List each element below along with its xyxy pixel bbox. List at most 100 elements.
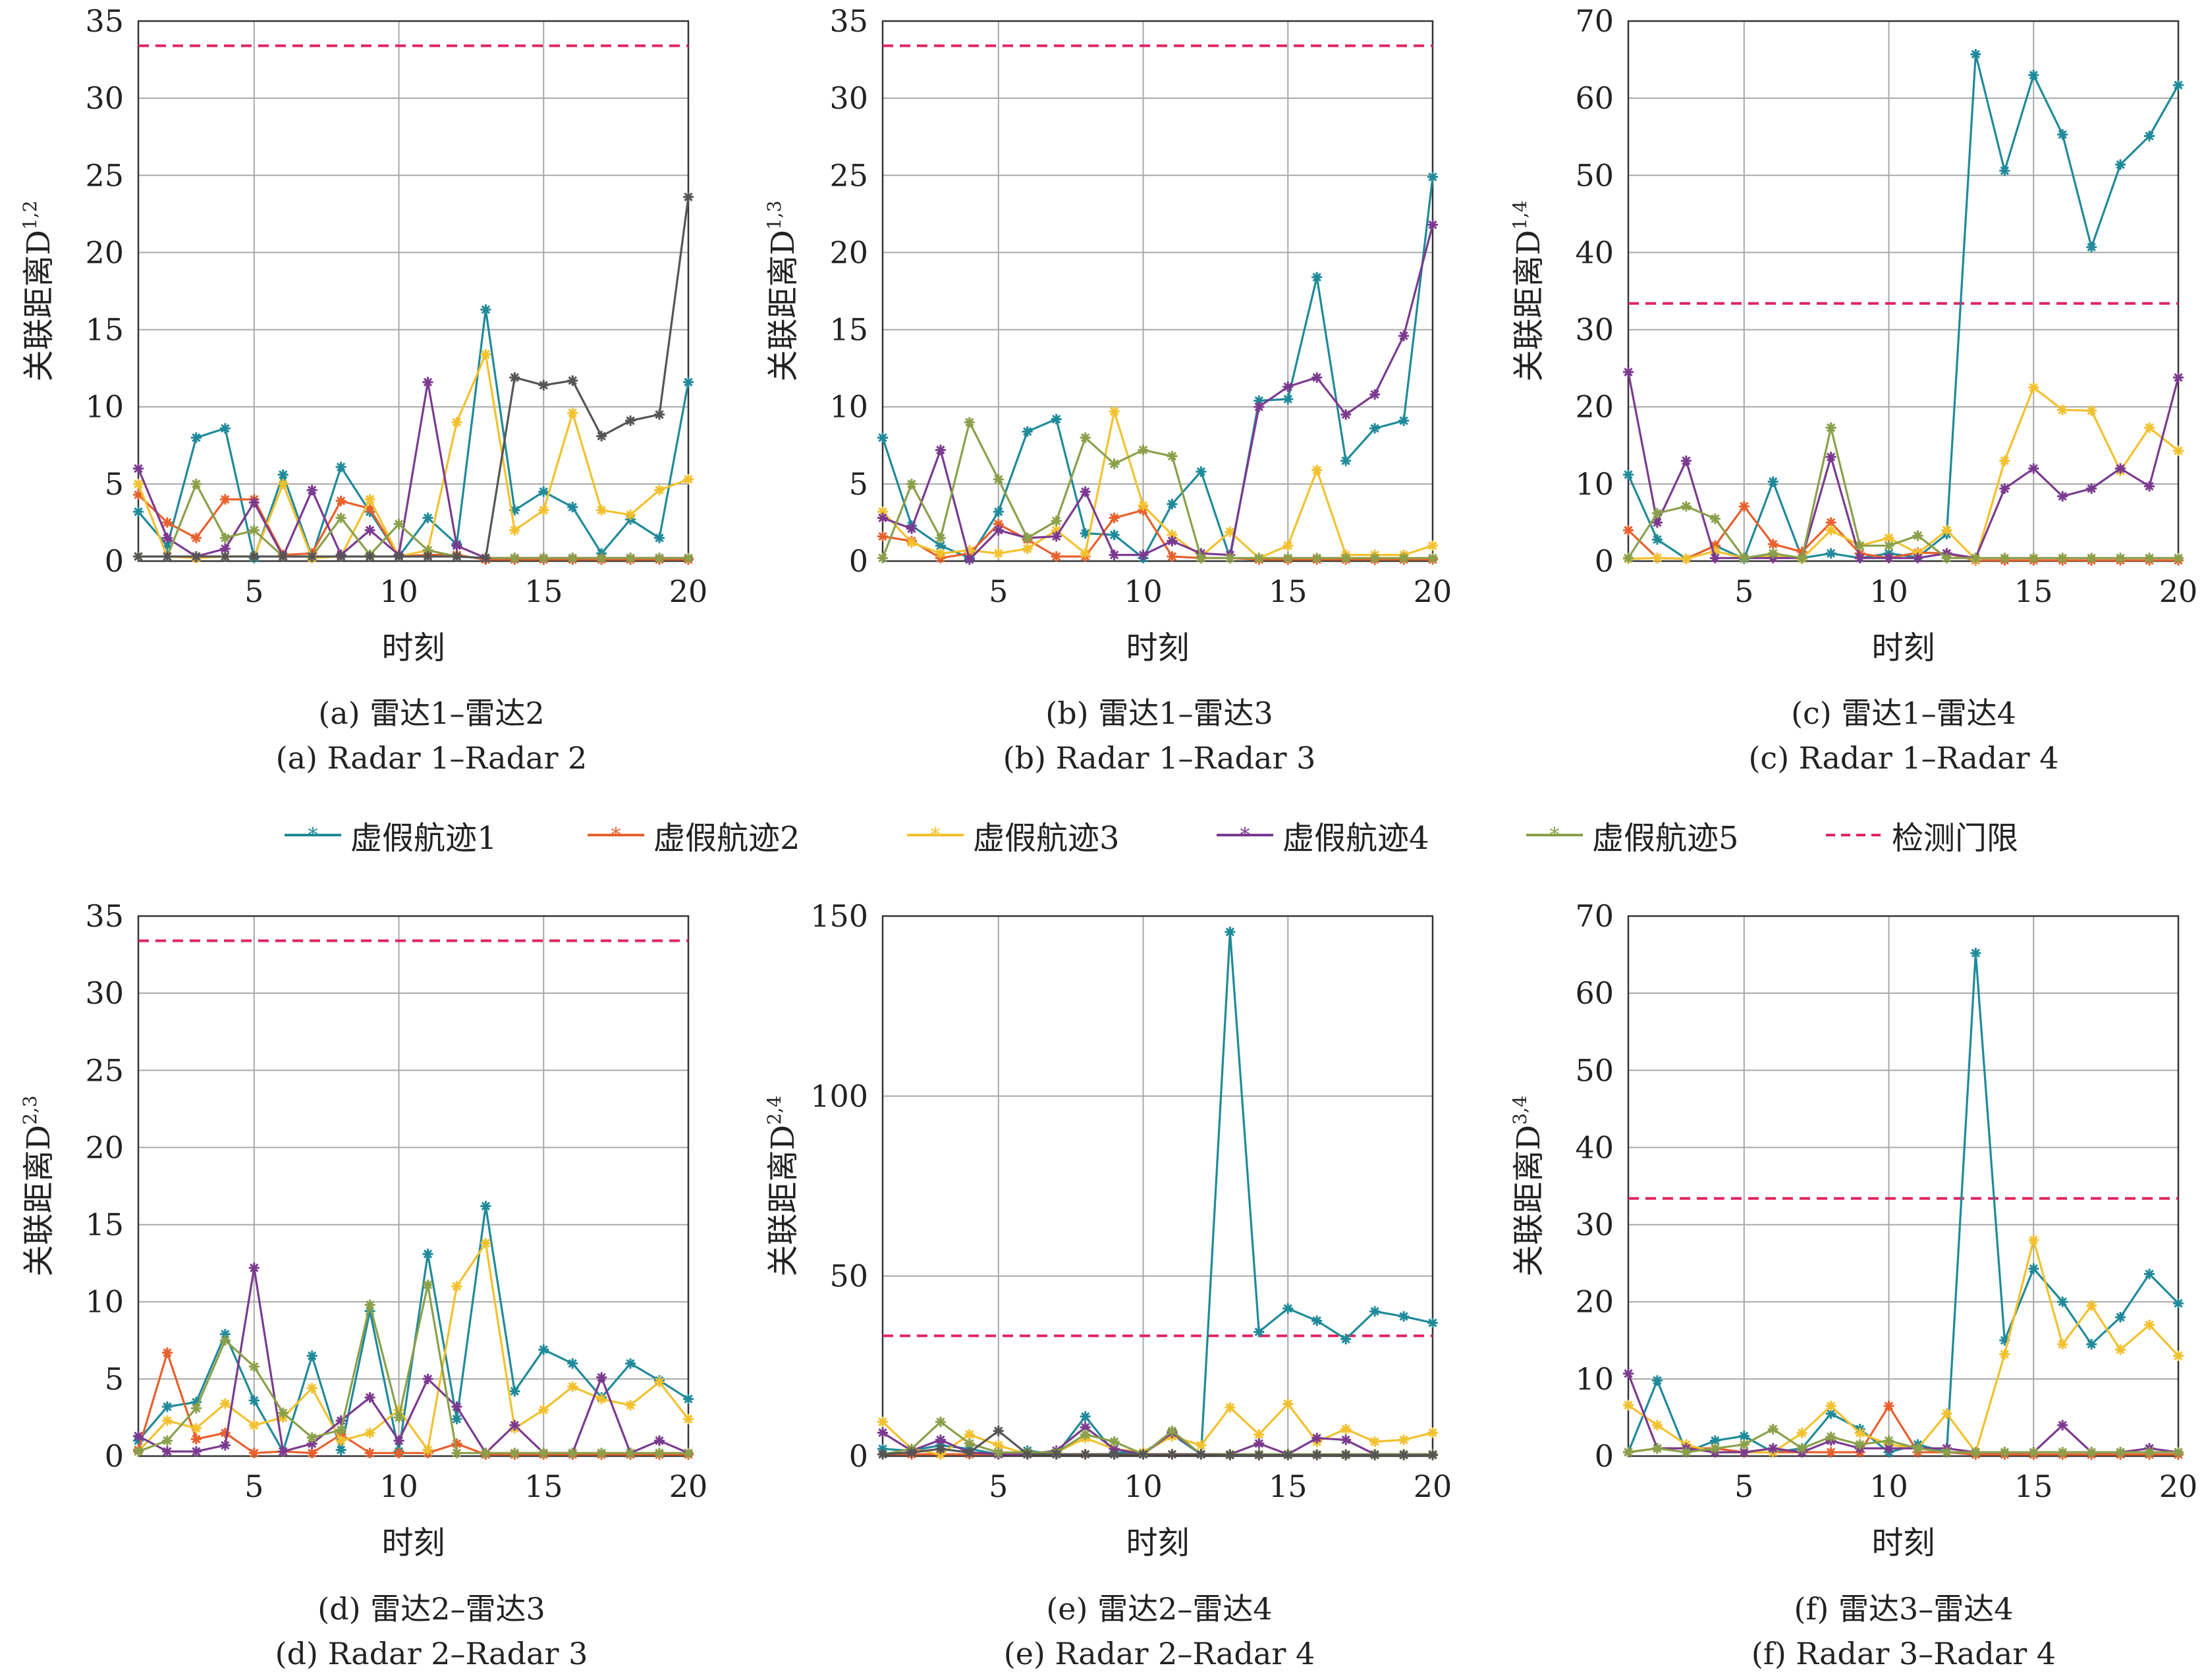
data-point [1651,1420,1663,1431]
data-point [2144,553,2155,564]
svg-text:*: * [931,824,941,847]
data-point [683,377,694,388]
data-point [1022,1449,1033,1460]
data-point [1080,486,1091,497]
data-point [2057,404,2068,416]
data-point [335,495,346,506]
y-tick-label-0: 0 [105,1438,124,1474]
data-point [906,1447,917,1458]
legend-label-track5: 虚假航迹5 [1592,820,1739,857]
data-point [1912,530,1923,541]
data-point [1340,553,1352,564]
data-point [277,551,289,562]
series-5 [877,417,1438,564]
data-point [248,1448,260,1459]
data-point [993,506,1004,518]
data-point [1225,1402,1236,1413]
x-axis-label: 时刻 [1871,1525,1935,1561]
data-point [451,540,462,551]
data-point [393,1412,404,1423]
series-line [882,224,1434,561]
data-point [1767,1424,1778,1434]
data-point [2057,491,2068,502]
data-point [654,1376,665,1388]
data-point [248,525,260,536]
x-tick-label-3: 20 [669,1469,708,1504]
data-point [451,1281,462,1292]
data-point [1767,539,1778,550]
x-tick-label-1: 10 [1869,1469,1908,1504]
data-point [335,551,346,562]
data-point [1282,540,1294,551]
y-tick-label-0: 0 [849,543,868,579]
data-point [2173,372,2184,383]
legend-swatch-track3: * [907,824,964,847]
data-point [567,1448,578,1459]
data-point [1080,528,1091,539]
data-point [2086,553,2097,564]
data-point [306,1448,317,1459]
y-tick-label-1: 10 [1575,466,1614,502]
data-point [1340,1450,1352,1461]
data-point [277,478,289,489]
data-point [1970,1447,1981,1458]
data-point [2057,1296,2068,1307]
y-tick-label-5: 25 [85,1052,124,1088]
data-point [596,504,607,516]
data-point [1167,499,1178,510]
x-tick-label-3: 20 [1414,574,1452,609]
data-point [1680,1447,1692,1458]
data-point [1427,1427,1438,1438]
series-5 [1623,1424,2184,1458]
x-tick-label-2: 15 [1269,1469,1308,1504]
data-point [248,1262,260,1274]
data-point [1680,455,1692,466]
legend-item-track5: * 虚假航迹5 [1525,815,1739,857]
data-point [906,523,917,534]
series-3 [877,1398,1438,1460]
data-point [1398,1450,1410,1461]
x-tick-label-2: 15 [2014,1469,2053,1504]
data-point [133,551,144,562]
y-axis-label: 关联距离D2,4 [763,1095,802,1276]
data-point [422,1373,433,1384]
data-point [1109,1449,1120,1460]
data-point [2144,481,2155,492]
plot-frame [137,20,690,562]
x-axis-label: 时刻 [381,1525,445,1561]
data-point [993,1425,1004,1436]
data-point [596,1394,607,1405]
data-point [654,1448,665,1459]
data-point [451,1448,462,1459]
data-point [1623,1399,1634,1411]
data-point [1854,540,1865,551]
data-point [935,1434,946,1446]
data-point [364,1448,375,1459]
data-point [2086,242,2097,253]
y-tick-label-7: 35 [85,3,124,39]
data-point [219,1398,231,1409]
x-tick-label-2: 15 [524,574,563,609]
data-point [567,408,578,419]
x-tick-label-1: 10 [1124,574,1163,609]
data-point [654,532,665,543]
caption-cn-f: (f) 雷达3–雷达4 [1794,1591,2014,1627]
data-point [596,553,607,564]
caption-en-e: (e) Radar 2–Radar 4 [1003,1636,1315,1671]
x-axis-label: 时刻 [1126,1525,1189,1561]
data-point [964,1447,975,1458]
y-axis-label-sup: 1,4 [1509,200,1531,230]
data-point [538,553,549,564]
data-point [1999,1349,2010,1360]
data-point [480,1237,491,1249]
data-point [964,417,975,428]
data-point [538,1344,549,1355]
series-1 [877,927,1438,1460]
data-point [1709,513,1721,524]
data-point [1651,1443,1663,1454]
data-point [509,525,520,536]
data-point [1311,372,1323,383]
data-point [1680,553,1692,564]
series-2 [133,1347,694,1460]
data-point [1623,469,1634,480]
